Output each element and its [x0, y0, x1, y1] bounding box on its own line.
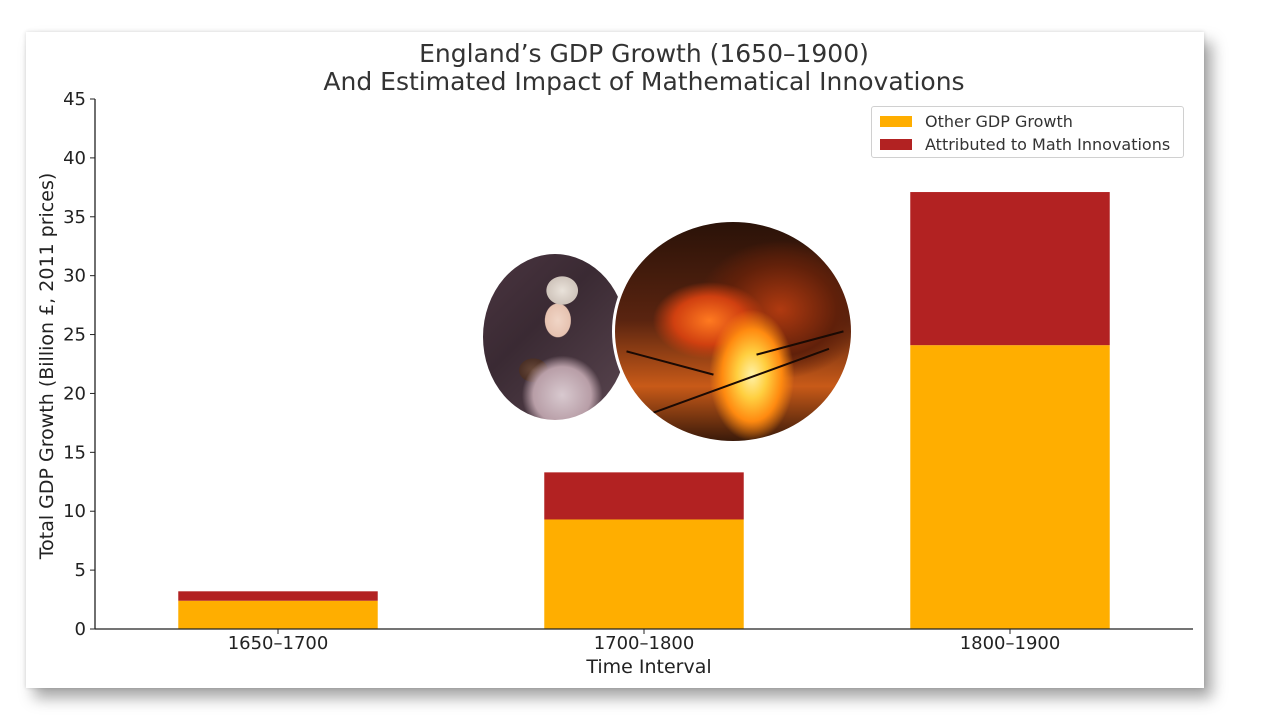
y-tick-label: 40 — [63, 148, 86, 169]
legend-label-other: Other GDP Growth — [925, 112, 1073, 131]
furnace-railing-line — [626, 350, 714, 376]
x-axis-label: Time Interval — [585, 656, 711, 678]
y-tick-label: 25 — [63, 325, 86, 346]
legend-label-math: Attributed to Math Innovations — [925, 135, 1171, 154]
y-tick-label: 35 — [63, 207, 86, 228]
legend-item-other: Other GDP Growth — [880, 112, 1073, 131]
y-axis-label: Total GDP Growth (Billion £, 2011 prices… — [36, 173, 58, 561]
chart-title: England’s GDP Growth (1650–1900) — [419, 39, 869, 68]
bar-other-0 — [178, 600, 378, 629]
legend-swatch-math — [880, 139, 912, 150]
steel-furnace-image — [612, 219, 854, 444]
bars-group — [178, 192, 1110, 629]
bar-math-2 — [910, 192, 1110, 346]
bar-math-1 — [544, 472, 744, 520]
y-tick-label: 20 — [63, 383, 86, 404]
chart-legend: Other GDP Growth Attributed to Math Inno… — [871, 106, 1184, 158]
legend-item-math: Attributed to Math Innovations — [880, 135, 1170, 154]
portrait-painting-image — [483, 254, 627, 420]
axes-group: 0 5 10 15 20 25 30 35 40 45 1650–1700 1700–1800 1800… — [36, 89, 1193, 678]
y-tick-label: 30 — [63, 266, 86, 287]
chart-title-block: England’s GDP Growth (1650–1900) And Est… — [26, 40, 1262, 96]
y-tick-label: 45 — [63, 89, 86, 110]
y-tick-label: 15 — [63, 442, 86, 463]
furnace-railing-line — [640, 347, 830, 419]
x-tick-label: 1800–1900 — [960, 633, 1061, 654]
furnace-railing-line — [756, 330, 844, 356]
bar-other-1 — [544, 519, 744, 629]
y-tick-label: 10 — [63, 501, 86, 522]
y-tick-label: 5 — [75, 560, 86, 581]
x-tick-label: 1650–1700 — [228, 633, 329, 654]
x-tick-label: 1700–1800 — [594, 633, 695, 654]
bar-math-0 — [178, 591, 378, 601]
bar-other-2 — [910, 345, 1110, 629]
chart-subtitle: And Estimated Impact of Mathematical Inn… — [323, 67, 965, 96]
y-tick-label: 0 — [75, 619, 86, 640]
legend-swatch-other — [880, 116, 912, 127]
